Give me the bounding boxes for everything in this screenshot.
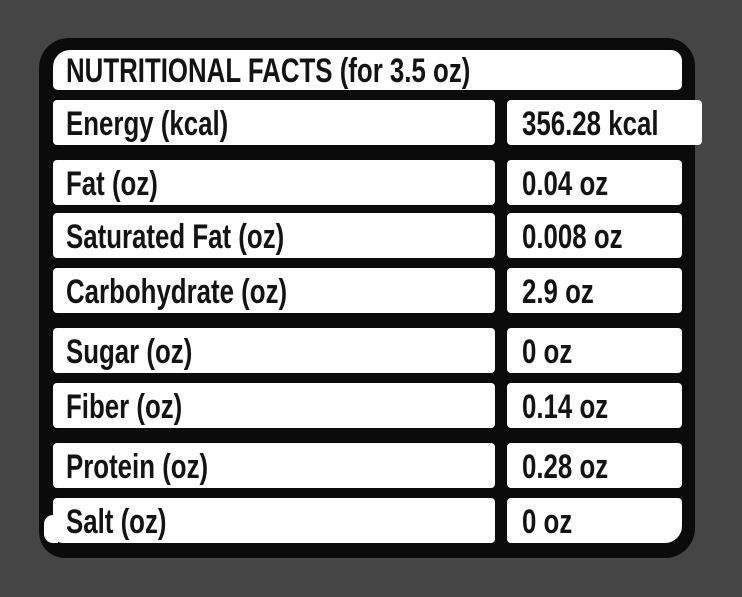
row-value-cell: 356.28 kcal (507, 100, 702, 145)
row-label: Salt (oz) (66, 502, 167, 541)
nutrition-label: NUTRITIONAL FACTS (for 3.5 oz) Energy (k… (39, 38, 702, 558)
row-label-cell: Sugar (oz) (53, 328, 495, 373)
row-value-cell: 0.04 oz (507, 160, 682, 205)
row-label-cell: Carbohydrate (oz) (53, 268, 495, 313)
nutrition-row-sugar: Sugar (oz) 0 oz (53, 328, 682, 373)
row-label: Energy (kcal) (66, 104, 229, 143)
row-value: 0.008 oz (522, 217, 623, 256)
row-value-cell: 0 oz (507, 498, 682, 543)
row-label: Carbohydrate (oz) (66, 272, 288, 311)
row-label-cell: Salt (oz) (44, 498, 495, 543)
row-value: 2.9 oz (522, 272, 594, 311)
row-label: Saturated Fat (oz) (66, 217, 285, 256)
row-label: Sugar (oz) (66, 332, 193, 371)
row-label-cell: Fat (oz) (53, 160, 495, 205)
nutrition-row-carbohydrate: Carbohydrate (oz) 2.9 oz (53, 268, 682, 313)
row-value-cell: 0.28 oz (507, 443, 682, 488)
nutrition-row-protein: Protein (oz) 0.28 oz (53, 443, 682, 488)
row-label: Protein (oz) (66, 447, 209, 486)
row-label-cell: Energy (kcal) (53, 100, 495, 145)
nutrition-row-saturated-fat: Saturated Fat (oz) 0.008 oz (53, 213, 682, 258)
row-label: Fat (oz) (66, 164, 158, 203)
row-value: 0 oz (522, 332, 573, 371)
nutrition-row-fat: Fat (oz) 0.04 oz (53, 160, 682, 205)
row-value: 356.28 kcal (522, 104, 659, 143)
row-label-cell: Saturated Fat (oz) (53, 213, 495, 258)
row-value: 0.04 oz (522, 164, 609, 203)
row-value-cell: 2.9 oz (507, 268, 682, 313)
nutrition-row-energy: Energy (kcal) 356.28 kcal (53, 100, 702, 145)
label-title: NUTRITIONAL FACTS (for 3.5 oz) (66, 52, 471, 90)
row-value-cell: 0.14 oz (507, 383, 682, 428)
row-value-cell: 0.008 oz (507, 213, 682, 258)
row-value: 0.14 oz (522, 387, 609, 426)
nutrition-row-fiber: Fiber (oz) 0.14 oz (53, 383, 682, 428)
label-title-cell: NUTRITIONAL FACTS (for 3.5 oz) (53, 50, 682, 90)
nutrition-row-salt: Salt (oz) 0 oz (44, 498, 682, 543)
row-label-cell: Protein (oz) (53, 443, 495, 488)
row-label-cell: Fiber (oz) (53, 383, 495, 428)
row-label: Fiber (oz) (66, 387, 183, 426)
row-value-cell: 0 oz (507, 328, 682, 373)
row-value: 0.28 oz (522, 447, 609, 486)
row-value: 0 oz (522, 502, 573, 541)
